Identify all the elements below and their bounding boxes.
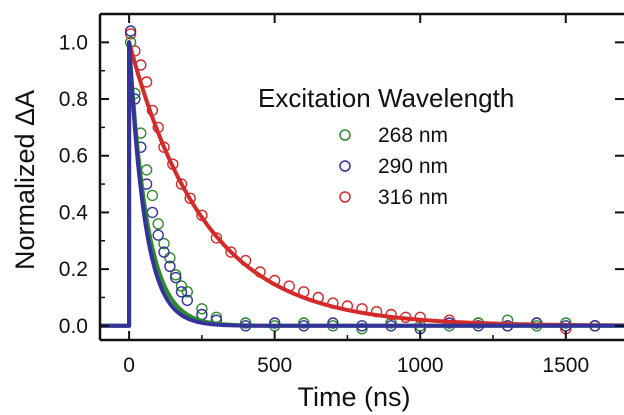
data-point-268-nm [152, 218, 164, 230]
data-point-268-nm [140, 164, 153, 176]
data-point-268-nm [146, 189, 159, 202]
legend: Excitation Wavelength 268 nm 290 nm 316 … [258, 83, 514, 209]
data-point-268-nm [356, 323, 368, 335]
legend-label-268: 268 nm [378, 124, 448, 147]
data-point-316-nm [175, 178, 188, 190]
data-point-290-nm [124, 25, 137, 37]
fit-curve-290-nm [100, 40, 624, 328]
data-point-268-nm [164, 252, 176, 264]
x-tick-label: 1000 [397, 354, 444, 377]
x-tick-label: 0 [123, 354, 135, 377]
x-tick-label: 500 [257, 354, 292, 377]
y-tick-label: 0.0 [59, 315, 88, 338]
legend-title: Excitation Wavelength [258, 83, 514, 113]
chart-marks [100, 25, 624, 335]
data-point-268-nm [298, 317, 310, 329]
data-point-290-nm [269, 317, 281, 329]
data-point-290-nm [175, 286, 188, 298]
data-point-268-nm [158, 237, 170, 250]
legend-label-316: 316 nm [378, 186, 448, 209]
data-point-316-nm [210, 232, 223, 244]
y-tick-label: 0.8 [59, 88, 88, 111]
y-tick-label: 1.0 [59, 31, 88, 54]
legend-entry-316: 316 nm [339, 186, 448, 209]
legend-entry-290: 290 nm [339, 155, 448, 178]
legend-marker-316 [339, 191, 351, 203]
data-point-268-nm [196, 303, 208, 315]
data-point-316-nm [414, 311, 426, 323]
data-point-268-nm [239, 317, 252, 329]
legend-marker-268 [339, 129, 351, 141]
y-tick-label: 0.4 [59, 201, 89, 224]
data-point-316-nm [225, 246, 237, 258]
data-point-290-nm [146, 206, 159, 219]
data-point-290-nm [181, 294, 194, 306]
data-point-268-nm [169, 269, 182, 281]
y-tick-label: 0.2 [59, 258, 88, 281]
y-axis-title: Normalized ΔA [10, 90, 40, 270]
legend-marker-290 [339, 160, 351, 172]
y-tick-label: 0.6 [59, 145, 88, 168]
data-point-316-nm [124, 28, 137, 40]
data-point-290-nm [158, 246, 170, 258]
data-point-290-nm [327, 317, 339, 329]
data-point-268-nm [175, 280, 188, 292]
data-point-290-nm [152, 229, 164, 241]
data-point-290-nm [169, 271, 182, 284]
legend-label-290: 290 nm [378, 155, 448, 178]
chart-axes: 0 500 1000 1500 0.0 0.2 0.4 0.6 0.8 1.0 [59, 12, 624, 377]
data-point-290-nm [164, 260, 176, 272]
legend-entry-268: 268 nm [339, 124, 448, 147]
x-tick-label: 1500 [542, 354, 589, 377]
x-axis-title: Time (ns) [298, 382, 411, 412]
data-point-316-nm [184, 192, 196, 205]
data-point-268-nm [181, 286, 194, 298]
